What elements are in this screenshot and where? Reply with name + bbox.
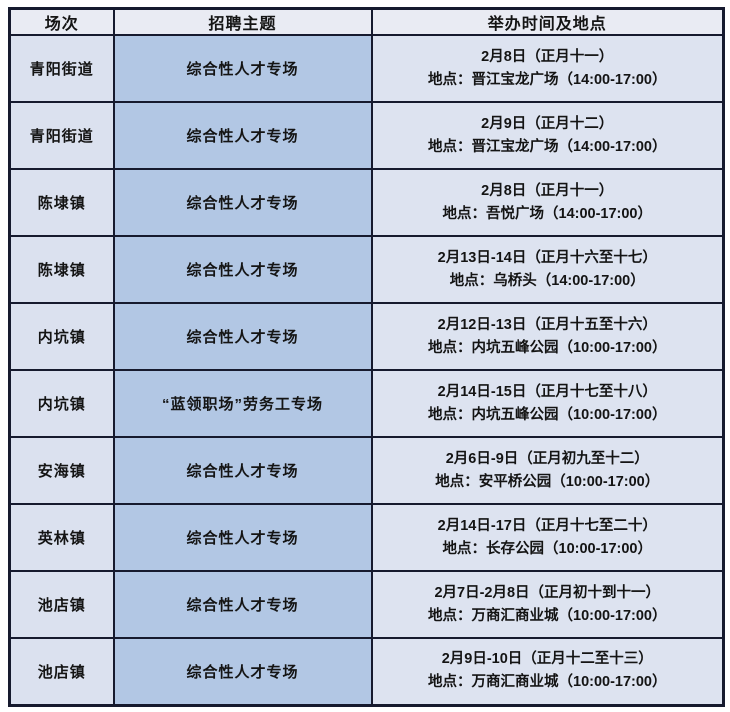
- table-row: 青阳街道 综合性人才专场 2月9日（正月十二） 地点：晋江宝龙广场（14:00-…: [8, 101, 725, 170]
- venue-cell: 安海镇: [8, 436, 115, 505]
- table-row: 池店镇 综合性人才专场 2月7日-2月8日（正月初十到十一） 地点：万商汇商业城…: [8, 570, 725, 639]
- table-row: 内坑镇 “蓝领职场”劳务工专场 2月14日-15日（正月十七至十八） 地点：内坑…: [8, 369, 725, 438]
- time-place-cell: 2月14日-17日（正月十七至二十） 地点：长存公园（10:00-17:00）: [370, 503, 725, 572]
- theme-cell: 综合性人才专场: [112, 570, 373, 639]
- venue-cell: 陈埭镇: [8, 168, 115, 237]
- event-location-text: 地点：长存公园（10:00-17:00）: [442, 540, 653, 557]
- table-header: 场次 招聘主题 举办时间及地点: [8, 7, 725, 36]
- theme-cell: 综合性人才专场: [112, 302, 373, 371]
- venue-cell: 陈埭镇: [8, 235, 115, 304]
- table-row: 陈埭镇 综合性人才专场 2月13日-14日（正月十六至十七） 地点：乌桥头（14…: [8, 235, 725, 304]
- theme-cell: 综合性人才专场: [112, 503, 373, 572]
- event-date-text: 2月8日（正月十一）: [481, 182, 614, 199]
- table-row: 安海镇 综合性人才专场 2月6日-9日（正月初九至十二） 地点：安平桥公园（10…: [8, 436, 725, 505]
- time-place-cell: 2月13日-14日（正月十六至十七） 地点：乌桥头（14:00-17:00）: [370, 235, 725, 304]
- event-location-text: 地点：万商汇商业城（10:00-17:00）: [428, 607, 667, 624]
- time-place-cell: 2月7日-2月8日（正月初十到十一） 地点：万商汇商业城（10:00-17:00…: [370, 570, 725, 639]
- table-row: 英林镇 综合性人才专场 2月14日-17日（正月十七至二十） 地点：长存公园（1…: [8, 503, 725, 572]
- venue-cell: 池店镇: [8, 570, 115, 639]
- theme-cell: 综合性人才专场: [112, 101, 373, 170]
- venue-cell: 内坑镇: [8, 302, 115, 371]
- venue-cell: 英林镇: [8, 503, 115, 572]
- event-date-text: 2月13日-14日（正月十六至十七）: [437, 249, 657, 266]
- time-place-cell: 2月8日（正月十一） 地点：吾悦广场（14:00-17:00）: [370, 168, 725, 237]
- theme-cell: 综合性人才专场: [112, 34, 373, 103]
- venue-cell: 池店镇: [8, 637, 115, 706]
- table-body: 青阳街道 综合性人才专场 2月8日（正月十一） 地点：晋江宝龙广场（14:00-…: [8, 34, 725, 706]
- event-location-text: 地点：内坑五峰公园（10:00-17:00）: [428, 339, 667, 356]
- theme-cell: 综合性人才专场: [112, 168, 373, 237]
- venue-cell: 内坑镇: [8, 369, 115, 438]
- table-row: 青阳街道 综合性人才专场 2月8日（正月十一） 地点：晋江宝龙广场（14:00-…: [8, 34, 725, 103]
- table-row: 陈埭镇 综合性人才专场 2月8日（正月十一） 地点：吾悦广场（14:00-17:…: [8, 168, 725, 237]
- header-time-place: 举办时间及地点: [370, 7, 725, 36]
- theme-cell: 综合性人才专场: [112, 436, 373, 505]
- recruitment-schedule-table: 场次 招聘主题 举办时间及地点 青阳街道 综合性人才专场 2月8日（正月十一） …: [8, 7, 725, 707]
- venue-cell: 青阳街道: [8, 34, 115, 103]
- event-location-text: 地点：内坑五峰公园（10:00-17:00）: [428, 406, 667, 423]
- event-location-text: 地点：晋江宝龙广场（14:00-17:00）: [428, 138, 667, 155]
- event-date-text: 2月9日（正月十二）: [481, 115, 614, 132]
- time-place-cell: 2月9日（正月十二） 地点：晋江宝龙广场（14:00-17:00）: [370, 101, 725, 170]
- table-row: 内坑镇 综合性人才专场 2月12日-13日（正月十五至十六） 地点：内坑五峰公园…: [8, 302, 725, 371]
- header-venue: 场次: [8, 7, 115, 36]
- event-location-text: 地点：晋江宝龙广场（14:00-17:00）: [428, 71, 667, 88]
- time-place-cell: 2月12日-13日（正月十五至十六） 地点：内坑五峰公园（10:00-17:00…: [370, 302, 725, 371]
- venue-cell: 青阳街道: [8, 101, 115, 170]
- event-date-text: 2月12日-13日（正月十五至十六）: [437, 316, 657, 333]
- event-date-text: 2月14日-15日（正月十七至十八）: [437, 383, 657, 400]
- time-place-cell: 2月9日-10日（正月十二至十三） 地点：万商汇商业城（10:00-17:00）: [370, 637, 725, 706]
- event-location-text: 地点：万商汇商业城（10:00-17:00）: [428, 674, 667, 691]
- time-place-cell: 2月14日-15日（正月十七至十八） 地点：内坑五峰公园（10:00-17:00…: [370, 369, 725, 438]
- event-date-text: 2月14日-17日（正月十七至二十）: [437, 517, 657, 534]
- header-theme: 招聘主题: [112, 7, 373, 36]
- event-date-text: 2月7日-2月8日（正月初十到十一）: [434, 584, 661, 601]
- theme-cell: 综合性人才专场: [112, 235, 373, 304]
- time-place-cell: 2月8日（正月十一） 地点：晋江宝龙广场（14:00-17:00）: [370, 34, 725, 103]
- event-location-text: 地点：乌桥头（14:00-17:00）: [449, 272, 645, 289]
- event-location-text: 地点：吾悦广场（14:00-17:00）: [442, 205, 653, 222]
- event-date-text: 2月8日（正月十一）: [481, 48, 614, 65]
- theme-cell: 综合性人才专场: [112, 637, 373, 706]
- event-location-text: 地点：安平桥公园（10:00-17:00）: [435, 473, 660, 490]
- event-date-text: 2月6日-9日（正月初九至十二）: [445, 450, 649, 467]
- header-row: 场次 招聘主题 举办时间及地点: [8, 7, 725, 36]
- event-date-text: 2月9日-10日（正月十二至十三）: [441, 651, 653, 668]
- time-place-cell: 2月6日-9日（正月初九至十二） 地点：安平桥公园（10:00-17:00）: [370, 436, 725, 505]
- theme-cell: “蓝领职场”劳务工专场: [112, 369, 373, 438]
- table-row: 池店镇 综合性人才专场 2月9日-10日（正月十二至十三） 地点：万商汇商业城（…: [8, 637, 725, 706]
